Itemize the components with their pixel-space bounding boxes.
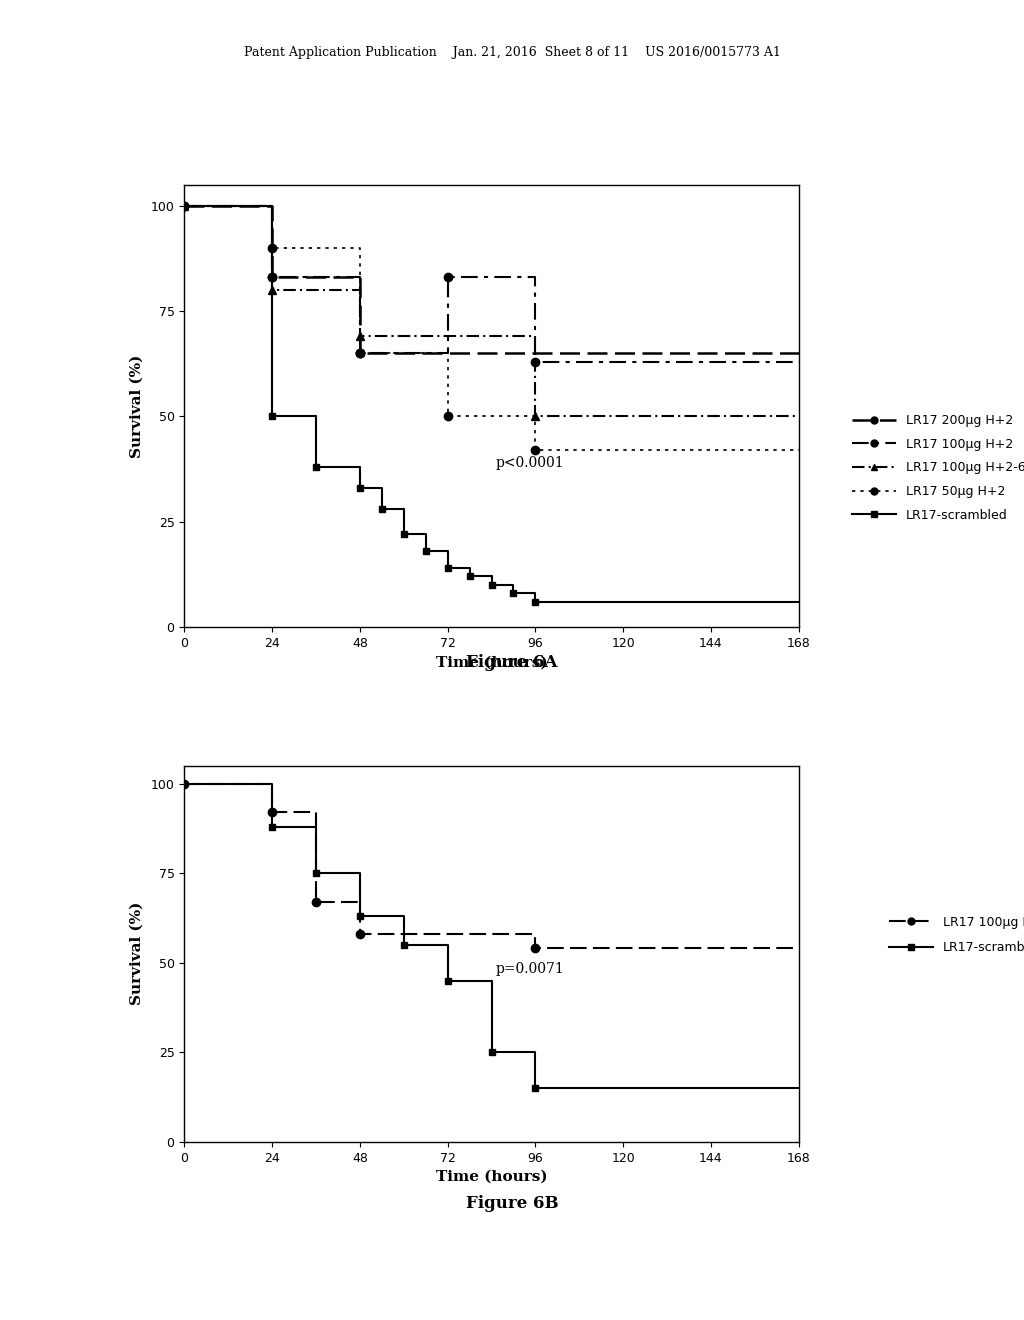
Text: Patent Application Publication    Jan. 21, 2016  Sheet 8 of 11    US 2016/001577: Patent Application Publication Jan. 21, …	[244, 46, 780, 59]
Legend: LR17 200μg H+2, LR17 100μg H+2, LR17 100μg H+2-6-24, LR17 50μg H+2, LR17-scrambl: LR17 200μg H+2, LR17 100μg H+2, LR17 100…	[847, 409, 1024, 527]
Text: p=0.0071: p=0.0071	[496, 962, 564, 977]
X-axis label: Time (hours): Time (hours)	[435, 655, 548, 669]
Y-axis label: Survival (%): Survival (%)	[130, 902, 143, 1006]
Text: p<0.0001: p<0.0001	[496, 455, 564, 470]
Y-axis label: Survival (%): Survival (%)	[130, 354, 143, 458]
Text: Figure 6A: Figure 6A	[466, 653, 558, 671]
X-axis label: Time (hours): Time (hours)	[435, 1170, 548, 1184]
Text: Figure 6B: Figure 6B	[466, 1195, 558, 1212]
Legend: LR17 100μg H+24, LR17-scrambled: LR17 100μg H+24, LR17-scrambled	[884, 911, 1024, 960]
